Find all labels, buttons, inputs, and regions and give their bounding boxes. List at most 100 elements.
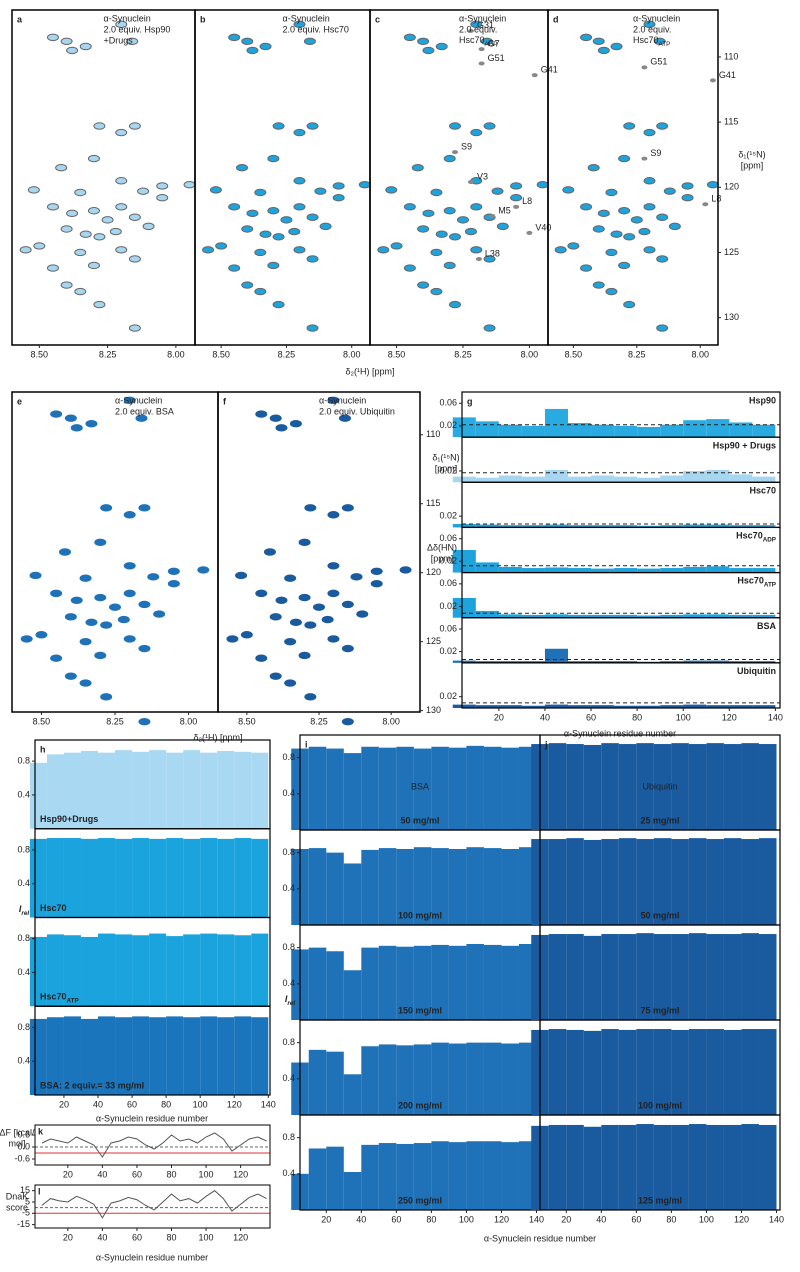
peak [483,255,496,263]
peak [263,548,276,556]
y-tick-label: 0.02 [439,511,457,521]
bar [521,705,545,708]
x-tick-label: 8.00 [343,349,361,359]
peak [456,216,469,224]
panel-series-label: 200 mg/ml [398,1100,442,1110]
panel-label: l [38,1186,41,1196]
peak [267,261,280,270]
bar [752,424,776,438]
peak [135,414,148,422]
bar [361,746,379,830]
bar [149,838,167,918]
panel-label: c [375,14,380,24]
bar [521,525,545,528]
y-axis-label: ΔF [kcal/ [0,1127,35,1137]
panel-frame [461,481,781,529]
bar [752,476,776,483]
bar [452,417,476,438]
x-tick-label: 8.00 [167,349,185,359]
peak [449,233,462,241]
legend-entry: α-Synuclein [633,13,680,23]
y-axis-label: [ppm] [431,553,454,563]
peak [417,37,430,45]
peak [123,589,136,598]
peak [115,203,128,211]
bar [46,754,64,829]
x-tick-label: 80 [166,1232,176,1242]
peak [304,621,317,629]
legend-entry: 2.0 equiv. BSA [115,406,174,416]
bar [706,419,730,438]
bar [498,475,522,483]
bar [132,1016,150,1095]
bar [723,1029,742,1115]
y-tick-label: 125 [426,636,441,646]
peak [443,207,456,215]
bar [591,424,615,438]
peak [58,548,71,556]
peak [605,248,618,257]
peak [430,248,443,257]
bar [568,614,592,618]
peak [496,222,509,231]
legend-entry: 2.0 equiv. Hsp90 [104,24,171,34]
peak [100,621,113,629]
y-tick-label: 0.8 [17,933,30,943]
bar [521,661,545,663]
bar [115,750,133,829]
bar [448,1142,467,1210]
peak [275,424,288,432]
x-tick-label: 40 [97,1169,107,1179]
bar [308,848,327,925]
bar [501,849,519,925]
bar [431,848,449,925]
bar [637,568,661,573]
x-tick-label: 8.50 [238,716,256,726]
bar [671,934,689,1020]
bar [653,934,672,1020]
panel-frame [194,9,371,346]
bar [729,525,753,528]
bar [729,568,753,573]
peak [293,203,306,211]
bar [566,934,584,1020]
bar [688,744,707,830]
bar [706,469,730,483]
x-tick-label: 8.50 [212,349,230,359]
bar [706,839,724,925]
peak [443,261,456,270]
panel-frame [547,9,719,346]
peak [267,207,280,215]
peak [93,122,106,130]
panel-frame [217,391,421,713]
peak [27,186,40,194]
bar [498,525,522,528]
peak-label: V40 [535,222,551,232]
peak [275,596,288,604]
peak [101,216,114,224]
peak [142,222,155,231]
x-axis-label: δ₂(¹H) [ppm] [345,366,394,376]
y-tick-label: 120 [724,182,739,192]
peak [358,180,371,189]
peak [115,128,128,137]
legend-entry-sub: ATP [659,41,671,48]
peak [64,613,77,621]
peak [618,154,631,163]
panel-label: i [305,739,308,749]
bar [452,550,476,573]
bar [308,1148,327,1210]
peak [470,203,483,211]
peak [580,264,593,272]
bar [544,524,568,528]
peak [656,122,669,130]
panel-series-label-sub: ATP [764,582,776,589]
legend-entry: α-Synuclein [104,13,151,23]
bar [683,566,707,573]
bar [688,933,707,1020]
bar [466,944,484,1020]
bar [183,750,201,829]
peak [94,593,107,602]
bar [326,1051,344,1115]
y-tick-label: 0.8 [282,1037,295,1047]
